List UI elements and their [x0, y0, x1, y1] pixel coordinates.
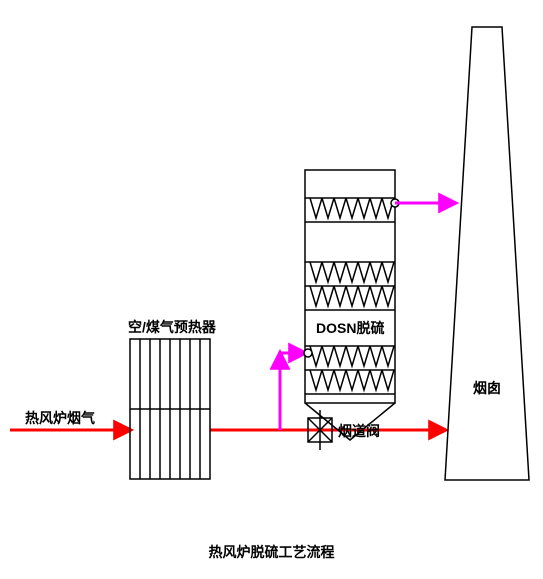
diagram-title: 热风炉脱硫工艺流程 — [0, 542, 543, 562]
branch-to-tower — [280, 353, 305, 430]
chimney-label: 烟囱 — [473, 378, 501, 398]
preheater — [130, 339, 210, 479]
chimney — [445, 27, 529, 480]
process-flow-diagram — [0, 0, 543, 579]
tower-label: DOSN脱硫 — [316, 318, 384, 338]
dosn-tower — [304, 170, 399, 440]
inlet-gas-label: 热风炉烟气 — [25, 408, 95, 428]
preheater-label: 空/煤气预热器 — [128, 317, 216, 337]
damper-label: 烟道阀 — [338, 421, 380, 441]
